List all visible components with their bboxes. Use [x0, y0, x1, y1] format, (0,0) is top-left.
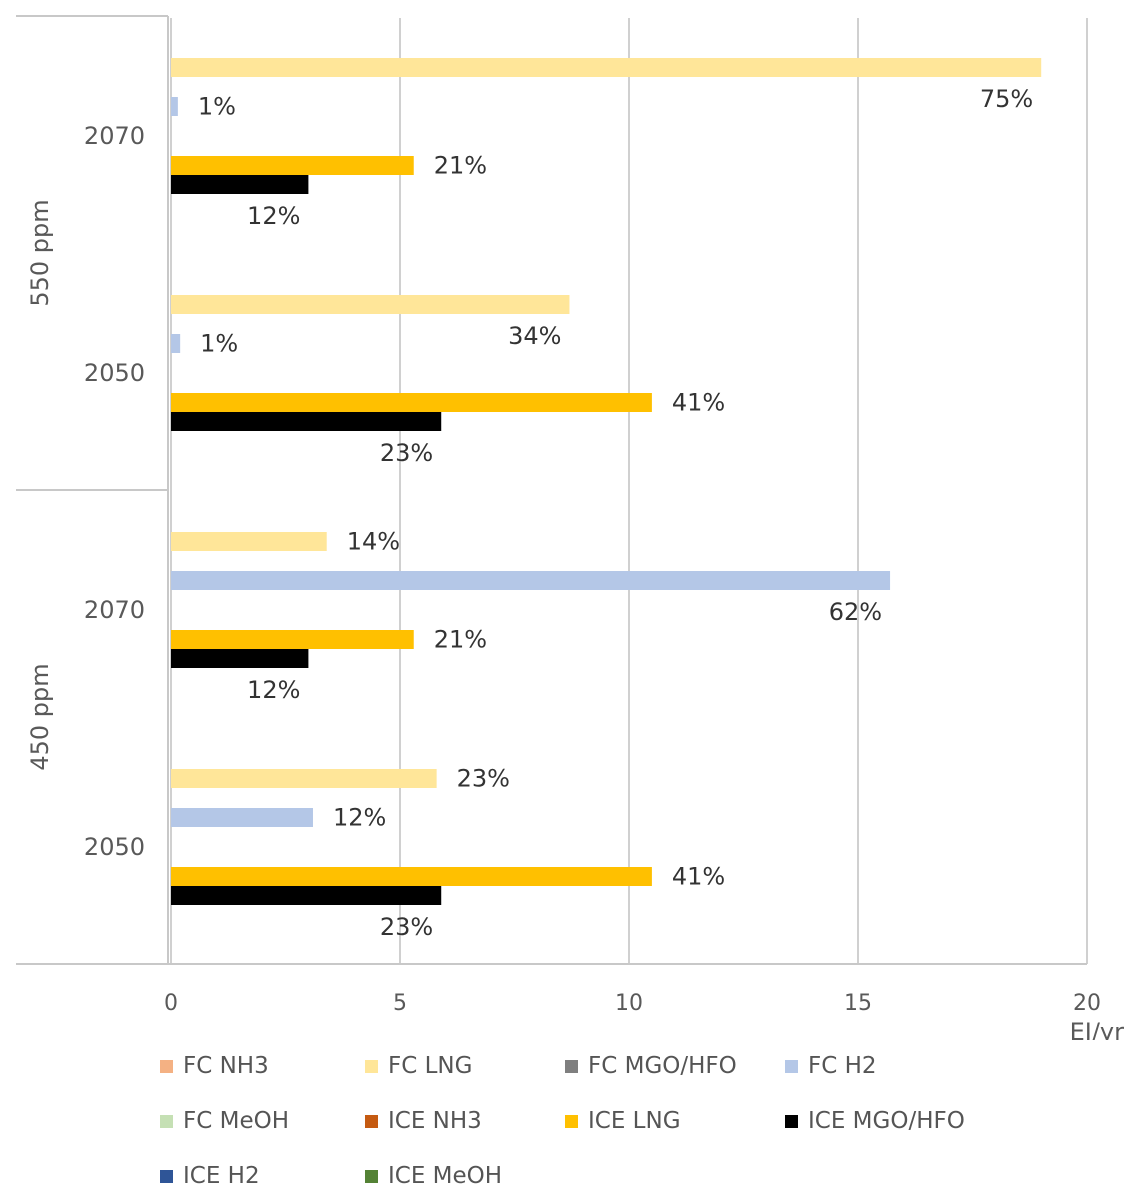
legend-item: FC H2: [785, 1051, 877, 1081]
legend-swatch: [365, 1059, 378, 1073]
legend-item: FC NH3: [160, 1051, 269, 1081]
legend-label: FC NH3: [183, 1053, 269, 1079]
scenario-label: 450 ppm: [26, 663, 54, 770]
data-label: 12%: [247, 202, 300, 230]
legend-label: FC H2: [808, 1053, 877, 1079]
legend-swatch: [160, 1059, 173, 1073]
legend-swatch: [160, 1169, 173, 1183]
x-tick-label: 0: [164, 991, 178, 1016]
legend-swatch: [565, 1114, 578, 1128]
year-label: 2050: [84, 833, 145, 861]
bar-ice-mgo-hfo: [171, 886, 442, 905]
legend-item: FC LNG: [365, 1051, 472, 1081]
legend-item: ICE H2: [160, 1161, 260, 1191]
legend-item: FC MeOH: [160, 1106, 289, 1136]
legend-label: ICE MGO/HFO: [808, 1108, 965, 1134]
bar-fc-h2: [171, 808, 313, 827]
data-label: 1%: [198, 93, 236, 121]
legend-label: FC MGO/HFO: [588, 1053, 737, 1079]
legend-label: ICE H2: [183, 1163, 260, 1189]
legend-label: ICE LNG: [588, 1108, 681, 1134]
scenario-label: 550 ppm: [26, 199, 54, 306]
legend-label: ICE MeOH: [388, 1163, 503, 1189]
bar-ice-lng: [171, 156, 414, 175]
bar-fc-h2: [171, 334, 181, 353]
legend-swatch: [365, 1169, 378, 1183]
legend-label: FC LNG: [388, 1053, 473, 1079]
legend-item: ICE MGO/HFO: [785, 1106, 965, 1136]
legend-item: ICE MeOH: [365, 1161, 502, 1191]
bar-ice-lng: [171, 630, 414, 649]
bar-ice-lng: [171, 867, 652, 886]
legend-swatch: [565, 1059, 578, 1073]
bar-fc-lng: [171, 769, 437, 788]
x-tick-label: 15: [844, 991, 872, 1016]
legend-item: ICE NH3: [365, 1106, 482, 1136]
bar-fc-lng: [171, 532, 327, 551]
data-label: 12%: [247, 676, 300, 704]
data-label: 41%: [672, 389, 725, 417]
bar-ice-mgo-hfo: [171, 412, 442, 431]
x-tick-label: 5: [393, 991, 407, 1016]
legend-label: ICE NH3: [388, 1108, 482, 1134]
bar-ice-mgo-hfo: [171, 649, 309, 668]
data-label: 75%: [980, 85, 1033, 113]
data-label: 23%: [380, 913, 433, 941]
legend-swatch: [160, 1114, 173, 1128]
year-label: 2050: [84, 359, 145, 387]
data-label: 21%: [434, 152, 487, 180]
bar-fc-lng: [171, 58, 1042, 77]
x-tick-label: 10: [615, 991, 643, 1016]
data-label: 14%: [347, 528, 400, 556]
legend-swatch: [785, 1059, 798, 1073]
legend-swatch: [365, 1114, 378, 1128]
data-label: 34%: [508, 322, 561, 350]
year-label: 2070: [84, 122, 145, 150]
data-label: 21%: [434, 626, 487, 654]
data-label: 23%: [457, 765, 510, 793]
bar-fc-h2: [171, 97, 178, 116]
data-label: 62%: [829, 598, 882, 626]
bar-ice-mgo-hfo: [171, 175, 309, 194]
year-label: 2070: [84, 596, 145, 624]
legend-item: FC MGO/HFO: [565, 1051, 737, 1081]
data-label: 41%: [672, 863, 725, 891]
bar-fc-lng: [171, 295, 570, 314]
bar-ice-lng: [171, 393, 652, 412]
data-label: 1%: [200, 330, 238, 358]
legend-label: FC MeOH: [183, 1108, 289, 1134]
chart-legend: FC NH3 FC LNG FC MGO/HFO FC H2 FC MeOH ICE NH…: [160, 1046, 1120, 1196]
data-label: 23%: [380, 439, 433, 467]
x-axis-label: EJ/yr: [1070, 1018, 1125, 1040]
x-tick-label: 20: [1073, 991, 1101, 1016]
data-label: 12%: [333, 804, 386, 832]
legend-swatch: [785, 1114, 798, 1128]
bar-fc-h2: [171, 571, 891, 590]
legend-item: ICE LNG: [565, 1106, 681, 1136]
